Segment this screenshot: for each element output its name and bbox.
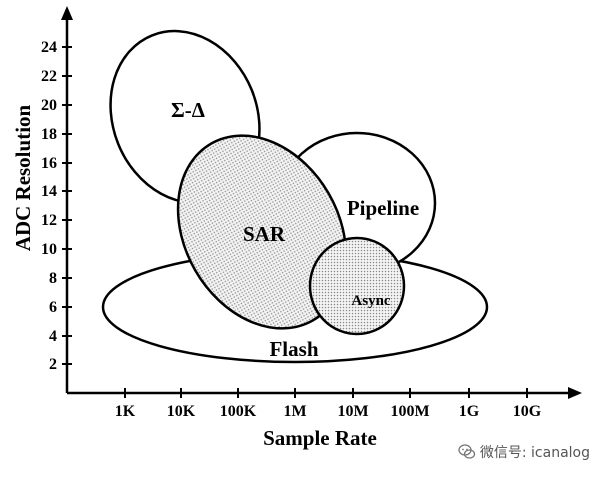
x-tick-label: 1M (283, 403, 306, 420)
y-tick-labels: 2 4 6 8 10 12 14 16 18 20 22 24 (41, 39, 57, 373)
y-tick-label: 24 (41, 39, 57, 56)
flash-label: Flash (269, 337, 318, 361)
y-axis-arrow (61, 6, 73, 20)
y-axis-label: ADC Resolution (11, 104, 35, 251)
x-tick-label: 10K (167, 403, 196, 420)
async-region (308, 236, 406, 336)
x-tick-label: 100M (390, 403, 429, 420)
sar-region (176, 134, 348, 330)
y-tick-label: 10 (41, 241, 57, 258)
y-tick-marks (62, 46, 72, 365)
y-tick-label: 16 (41, 155, 57, 172)
sar-label: SAR (243, 222, 286, 246)
y-tick-label: 2 (49, 356, 57, 373)
x-tick-label: 10M (337, 403, 368, 420)
y-tick-label: 20 (41, 97, 57, 114)
y-tick-label: 12 (41, 212, 57, 229)
async-label: Async (351, 293, 391, 309)
x-axis-arrow (568, 387, 582, 399)
x-tick-labels: 1K 10K 100K 1M 10M 100M 1G 10G (115, 403, 542, 420)
watermark-text: 微信号: icanalog (479, 445, 590, 461)
y-tick-label: 4 (49, 328, 57, 345)
x-axis-label: Sample Rate (263, 426, 377, 450)
sigma-delta-label: Σ-Δ (171, 98, 205, 122)
x-tick-label: 1K (115, 403, 136, 420)
x-tick-label: 1G (459, 403, 480, 420)
x-tick-marks (124, 388, 528, 398)
y-tick-label: 6 (49, 299, 57, 316)
watermark: 微信号: icanalog (458, 442, 590, 462)
wechat-icon (458, 444, 476, 459)
x-tick-label: 10G (513, 403, 542, 420)
x-tick-label: 100K (220, 403, 257, 420)
y-tick-label: 8 (49, 270, 57, 287)
pipeline-label: Pipeline (347, 196, 419, 220)
y-tick-label: 14 (41, 183, 57, 200)
y-tick-label: 22 (41, 68, 57, 85)
y-tick-label: 18 (41, 126, 57, 143)
